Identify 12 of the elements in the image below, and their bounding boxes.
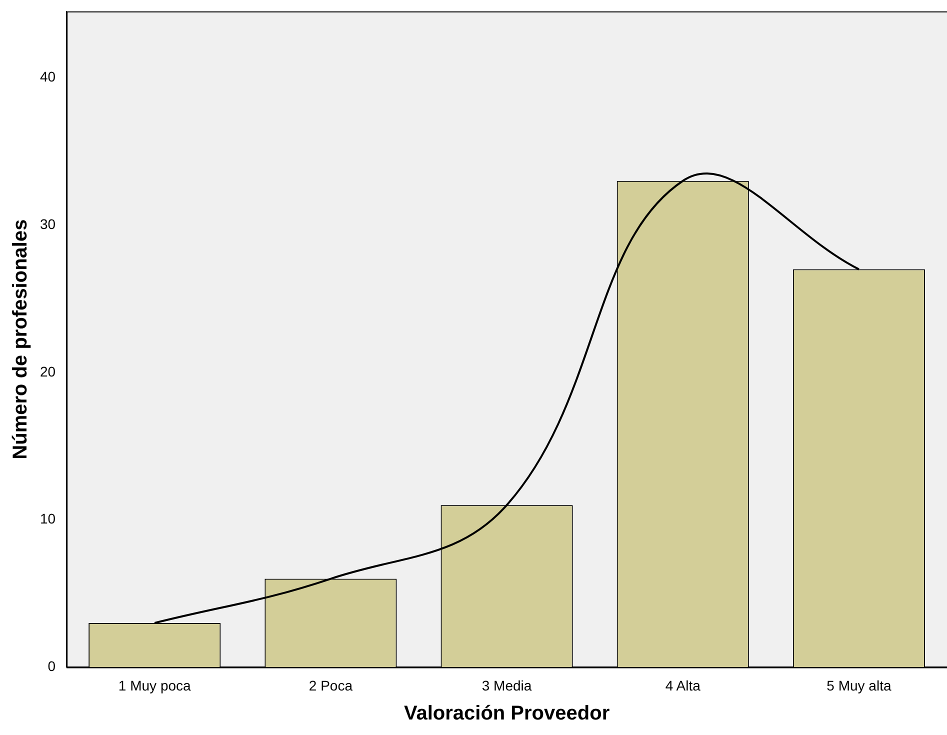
y-tick-label: 20 (40, 363, 56, 380)
x-tick-label: 1 Muy poca (118, 677, 192, 694)
x-axis-title: Valoración Proveedor (404, 702, 610, 725)
y-tick-label: 30 (40, 216, 56, 232)
y-tick-label: 10 (40, 510, 56, 527)
y-tick-label: 0 (48, 658, 56, 674)
x-tick-label: 3 Media (482, 677, 532, 694)
x-tick-label: 2 Poca (308, 677, 353, 694)
x-tick-label: 4 Alta (665, 677, 701, 694)
y-axis-title: Número de profesionales (10, 219, 32, 460)
x-tick-label: 5 Muy alta (826, 677, 892, 694)
y-tick-label: 40 (40, 68, 56, 85)
